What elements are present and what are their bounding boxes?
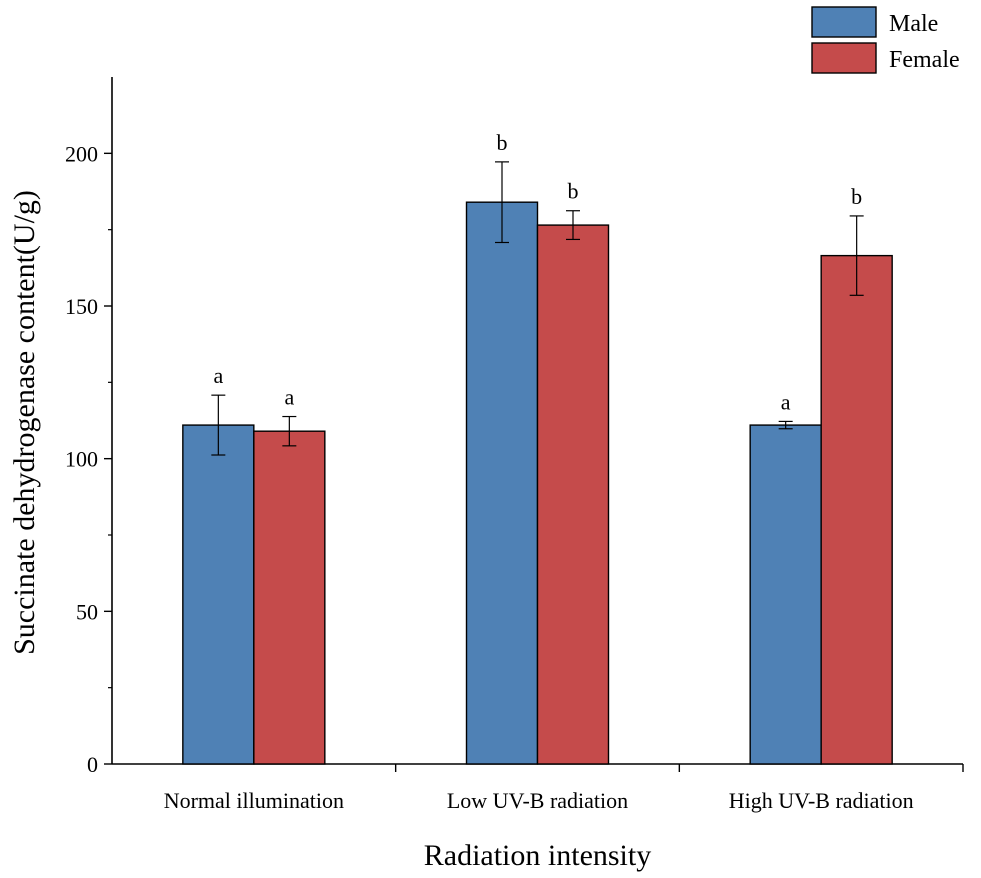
y-tick-label: 0 xyxy=(87,752,98,777)
bar-female xyxy=(253,430,326,765)
bar-male xyxy=(749,424,822,765)
bar-male xyxy=(182,424,255,765)
bar-male xyxy=(465,201,539,765)
legend-label-female: Female xyxy=(889,47,960,73)
legend-swatch-female xyxy=(811,42,877,74)
y-tick-label: 150 xyxy=(65,294,98,319)
significance-label: a xyxy=(781,389,791,414)
legend-label-male: Male xyxy=(889,11,938,37)
labels: a b a a b b xyxy=(213,130,862,415)
axes: 0 50 100 150 200 Normal illumination Low UV-B … xyxy=(65,77,964,813)
significance-label: b xyxy=(497,130,508,155)
y-axis-title: Succinate dehydrogenase content(U/g) xyxy=(8,190,41,655)
significance-label: b xyxy=(851,184,862,209)
y-tick-label: 100 xyxy=(65,447,98,472)
x-tick-label: High UV-B radiation xyxy=(729,788,914,813)
bar-female xyxy=(536,224,610,765)
x-tick-label: Normal illumination xyxy=(164,788,344,813)
y-tick-label: 50 xyxy=(76,599,98,624)
x-axis-title: Radiation intensity xyxy=(424,839,651,872)
significance-label: a xyxy=(213,363,223,388)
significance-label: b xyxy=(568,179,579,204)
bar-female xyxy=(820,254,893,765)
legend: Male Female xyxy=(811,6,960,74)
bars xyxy=(182,161,893,765)
significance-label: a xyxy=(284,385,294,410)
y-tick-label: 200 xyxy=(65,141,98,166)
x-tick-label: Low UV-B radiation xyxy=(447,788,628,813)
legend-swatch-male xyxy=(811,6,877,38)
